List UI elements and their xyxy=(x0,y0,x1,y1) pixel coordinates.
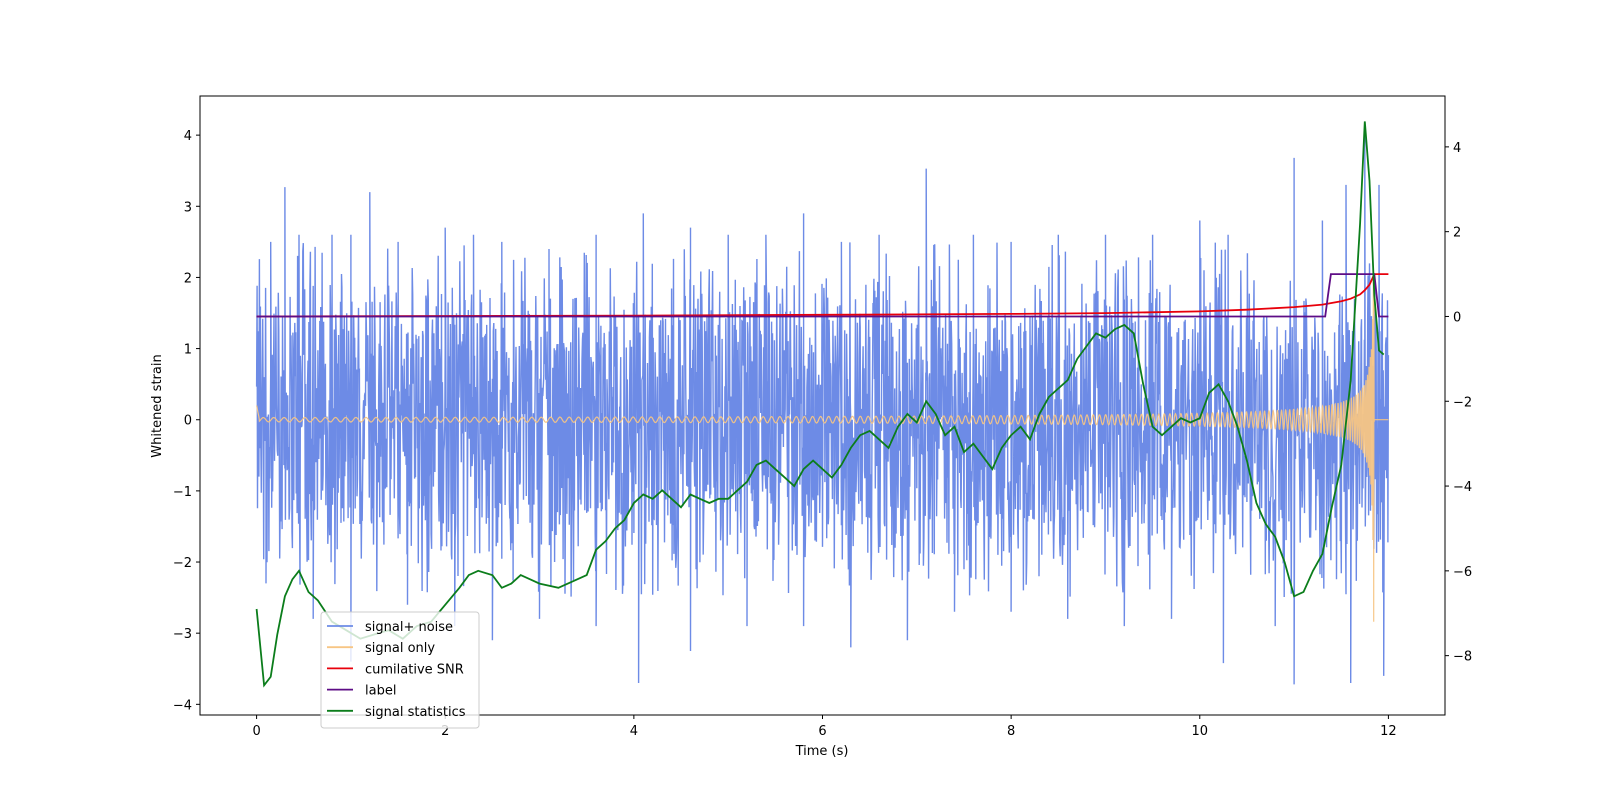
y-axis-right: −8 −6 −4 −2 0 2 4 xyxy=(1445,141,1472,665)
y-tick-label: −1 xyxy=(173,485,192,500)
x-tick-label: 2 xyxy=(441,724,449,739)
series-cumulative-snr xyxy=(256,273,1389,318)
series-signal-only xyxy=(256,276,1389,622)
y-tick-label: 1 xyxy=(184,343,192,358)
y-tick-label: −2 xyxy=(173,556,192,571)
x-axis: 0 2 4 6 8 10 12 xyxy=(252,715,1397,739)
y-tick-label: 4 xyxy=(184,129,192,144)
legend-entry-label: label xyxy=(365,684,396,699)
y2-tick-label: −4 xyxy=(1453,480,1472,495)
legend: signal+ noise signal only cumilative SNR la… xyxy=(320,611,480,729)
series-label xyxy=(256,273,1389,318)
series-signal-noise xyxy=(255,122,1390,685)
x-tick-label: 10 xyxy=(1191,724,1208,739)
legend-entry-label: signal only xyxy=(365,641,435,656)
x-tick-label: 0 xyxy=(252,724,260,739)
y2-tick-label: 4 xyxy=(1453,141,1461,156)
y-axis-label: Whitened strain xyxy=(150,354,165,457)
legend-entry-label: signal+ noise xyxy=(365,620,453,635)
y2-tick-label: −6 xyxy=(1453,565,1472,580)
y-axis-left: −4 −3 −2 −1 0 1 2 3 4 xyxy=(173,129,200,713)
y-tick-label: 3 xyxy=(184,200,192,215)
y2-tick-label: −2 xyxy=(1453,395,1472,410)
x-tick-label: 12 xyxy=(1380,724,1397,739)
y2-tick-label: 0 xyxy=(1453,310,1461,325)
x-axis-label: Time (s) xyxy=(795,744,849,759)
y-tick-label: 0 xyxy=(184,414,192,429)
y2-tick-label: −8 xyxy=(1453,650,1472,665)
y-tick-label: 2 xyxy=(184,271,192,286)
x-tick-label: 4 xyxy=(630,724,638,739)
y2-tick-label: 2 xyxy=(1453,226,1461,241)
series-signal-statistics xyxy=(255,121,1385,688)
series-layer xyxy=(255,121,1390,688)
y-tick-label: −3 xyxy=(173,627,192,642)
legend-entry-label: signal statistics xyxy=(365,705,466,720)
x-tick-label: 8 xyxy=(1007,724,1015,739)
y-tick-label: −4 xyxy=(173,698,192,713)
x-tick-label: 6 xyxy=(818,724,826,739)
legend-entry-label: cumilative SNR xyxy=(365,662,464,677)
legend-box xyxy=(320,611,480,729)
